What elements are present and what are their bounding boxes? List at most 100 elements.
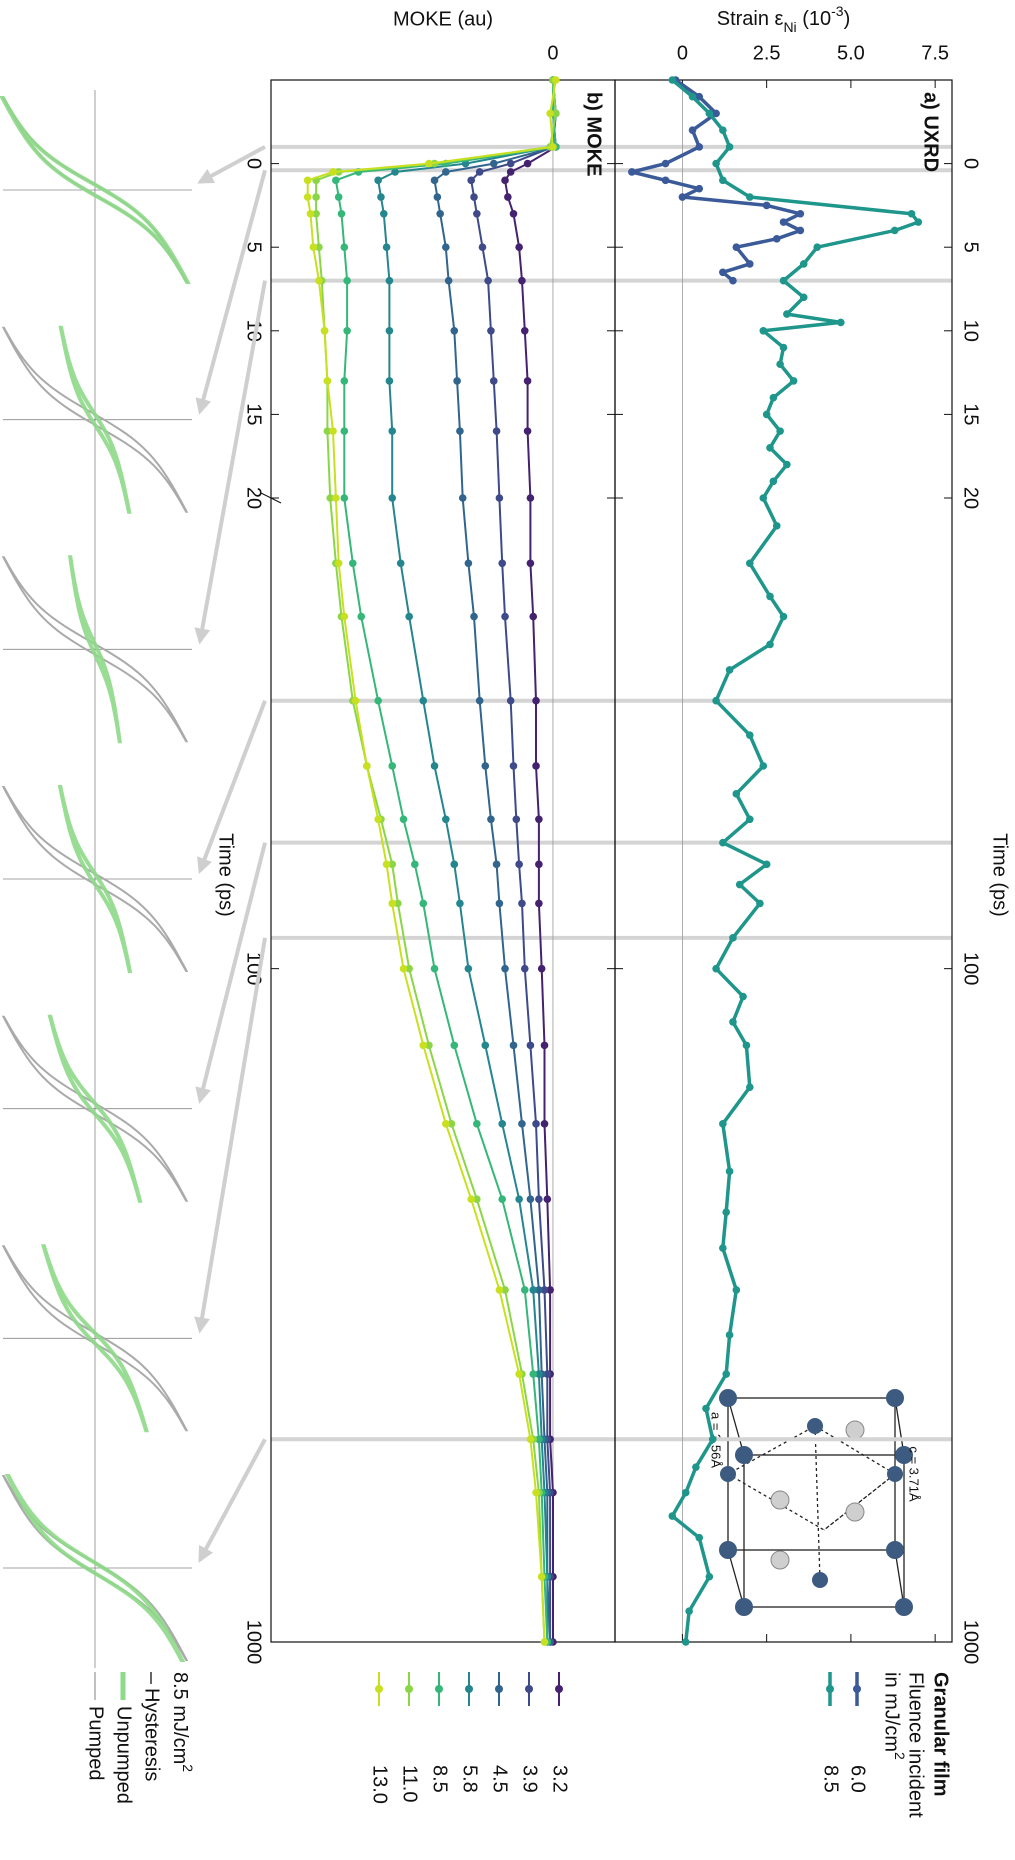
hysteresis-title-part: 8.5 mJ/cm (169, 1672, 191, 1764)
loop-arrow (197, 699, 267, 874)
legend-symbol (555, 1685, 563, 1693)
data-point (411, 860, 419, 869)
data-point (450, 1041, 459, 1050)
data-point (532, 1488, 540, 1497)
plot-frame (270, 79, 616, 1643)
data-point (796, 209, 805, 218)
legend-label: 3.9 (519, 1765, 541, 1793)
data-point (772, 522, 781, 530)
y-axis-label: Strain εNi (10-3) (717, 3, 851, 35)
data-point (504, 193, 512, 201)
pumped-loop (1, 556, 189, 743)
data-point (535, 1435, 543, 1444)
data-point (725, 666, 734, 674)
data-point (450, 327, 459, 335)
cell-back (743, 1454, 905, 1608)
data-point (789, 377, 798, 385)
data-point (537, 964, 546, 973)
data-point (419, 696, 428, 705)
data-point (719, 268, 727, 277)
data-point (685, 1607, 693, 1615)
data-point (501, 176, 509, 185)
data-point (799, 260, 808, 268)
data-point (712, 964, 720, 973)
x-tick-label: 1000 (243, 1620, 265, 1665)
axis-break (260, 492, 282, 504)
data-point (535, 1286, 543, 1294)
data-point (442, 243, 450, 251)
data-point (725, 143, 734, 151)
x-tick-label: 5 (960, 242, 982, 253)
data-point (489, 377, 498, 385)
data-point (708, 1435, 717, 1444)
data-point (836, 318, 845, 327)
data-point (315, 276, 323, 285)
data-point (405, 612, 413, 621)
y-tick-label: 2.5 (753, 42, 781, 64)
atom (895, 1598, 913, 1616)
data-point (520, 327, 529, 335)
data-point (487, 327, 495, 335)
data-point (688, 126, 697, 134)
data-point (332, 176, 340, 185)
data-point (712, 159, 720, 168)
data-point (489, 159, 498, 168)
data-point (668, 1512, 677, 1520)
data-point (725, 1167, 734, 1176)
legend-label: 6.0 (847, 1765, 869, 1793)
data-point (719, 126, 727, 134)
data-point (532, 1120, 540, 1128)
unpumped-loop (41, 1244, 149, 1433)
cell-edge (894, 1397, 905, 1456)
data-point (388, 427, 397, 435)
atom (895, 1446, 913, 1464)
legend-label: 8.5 (820, 1765, 842, 1793)
data-point (498, 1120, 507, 1128)
data-point (705, 109, 714, 118)
data-point (450, 860, 459, 869)
data-point (712, 109, 720, 118)
x-tick-label: 15 (960, 403, 982, 425)
y-tick-label: 7.5 (921, 42, 949, 64)
data-point (756, 899, 764, 908)
y-axis-label-part: ) (844, 8, 851, 30)
data-point (442, 168, 450, 176)
data-point (492, 427, 501, 435)
data-point (498, 1195, 507, 1204)
data-point (745, 559, 754, 568)
hysteresis-title-part: 2 (180, 1764, 196, 1772)
data-point (813, 243, 821, 251)
y-axis-label-part: Ni (783, 19, 796, 35)
data-point (719, 1120, 727, 1128)
data-point (668, 76, 677, 84)
y-tick-label: 0 (677, 42, 688, 64)
data-point (532, 696, 540, 705)
data-point (419, 899, 428, 908)
legend-label: Hysteresis (141, 1688, 163, 1781)
data-point (487, 815, 495, 824)
series-line (334, 80, 557, 1643)
data-point (332, 494, 340, 502)
data-point (348, 559, 357, 568)
data-point (329, 168, 337, 176)
data-point (745, 260, 754, 268)
y-axis-label-part: Strain ε (717, 8, 784, 30)
data-point (681, 1638, 690, 1646)
data-point (732, 1286, 741, 1294)
data-point (515, 860, 523, 869)
series-line (377, 79, 557, 1642)
x-axis-label: Time (ps) (989, 833, 1011, 917)
data-point (719, 1244, 727, 1252)
data-point (526, 1041, 535, 1050)
data-point (732, 243, 741, 251)
atom (720, 1466, 736, 1482)
data-point (766, 444, 774, 452)
legend-symbol (375, 1685, 383, 1693)
data-point (340, 427, 349, 435)
data-point (769, 477, 778, 486)
unpumped-loop (47, 1014, 143, 1203)
data-point (783, 310, 791, 318)
data-point (628, 168, 636, 176)
data-point (722, 1208, 731, 1217)
data-point (323, 427, 332, 435)
